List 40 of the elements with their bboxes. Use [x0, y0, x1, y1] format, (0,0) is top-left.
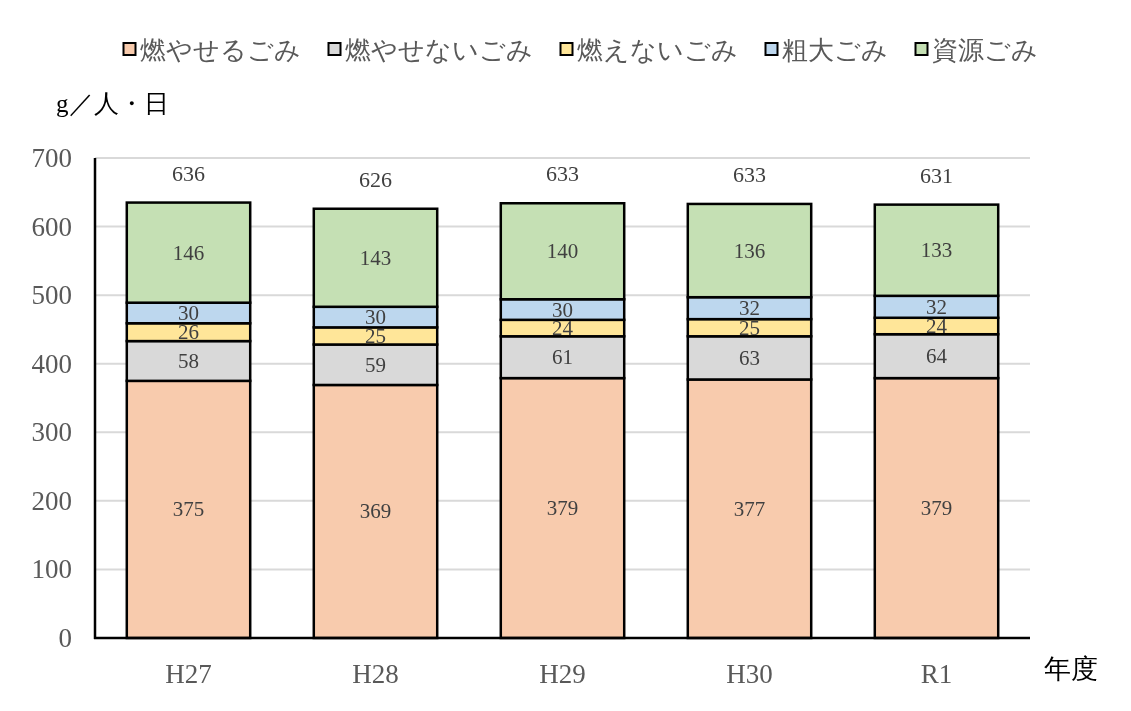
y-tick-label: 300 [31, 417, 72, 448]
data-label: 64 [926, 344, 948, 369]
total: 631 [920, 162, 953, 188]
y-tick-label: 400 [31, 348, 72, 379]
total: 633 [546, 161, 579, 187]
data-label: 63 [739, 345, 760, 370]
data-label: 377 [733, 496, 766, 521]
y-tick-label: 600 [31, 211, 72, 242]
data-label: 133 [920, 238, 953, 263]
data-label: 136 [733, 238, 766, 263]
x-tick-label: H27 [165, 659, 212, 689]
legend-item: 資源ごみ [914, 35, 1038, 65]
y-axis-title: g／人・日 [56, 90, 169, 117]
total: 626 [359, 166, 392, 192]
data-label: 369 [359, 499, 392, 524]
y-tick-label: 200 [31, 485, 72, 516]
data-label: 375 [172, 497, 205, 522]
x-tick-label: H30 [726, 659, 773, 689]
data-label: 379 [920, 496, 953, 521]
legend-item: 燃えないごみ [559, 35, 738, 65]
data-label: 59 [365, 352, 386, 377]
x-tick-label: R1 [920, 659, 953, 689]
y-tick-label: 700 [31, 143, 72, 173]
total: 633 [733, 161, 766, 187]
x-axis-title: 年度 [1044, 653, 1098, 684]
data-label: 379 [546, 496, 579, 521]
data-label: 143 [359, 245, 392, 270]
x-tick-label: H28 [352, 659, 399, 689]
x-tick-label: H29 [539, 659, 586, 689]
data-label: 140 [546, 239, 579, 264]
legend-item: 燃やせるごみ [122, 35, 301, 65]
y-tick-label: 100 [31, 554, 72, 585]
legend-item: 粗大ごみ [764, 35, 888, 65]
data-label: 58 [178, 348, 199, 373]
data-label: 146 [172, 240, 205, 265]
legend-item: 燃やせないごみ [327, 35, 533, 65]
total: 636 [172, 160, 205, 186]
data-label: 61 [552, 345, 573, 370]
y-tick-label: 0 [58, 623, 72, 653]
y-tick-label: 500 [31, 280, 72, 311]
